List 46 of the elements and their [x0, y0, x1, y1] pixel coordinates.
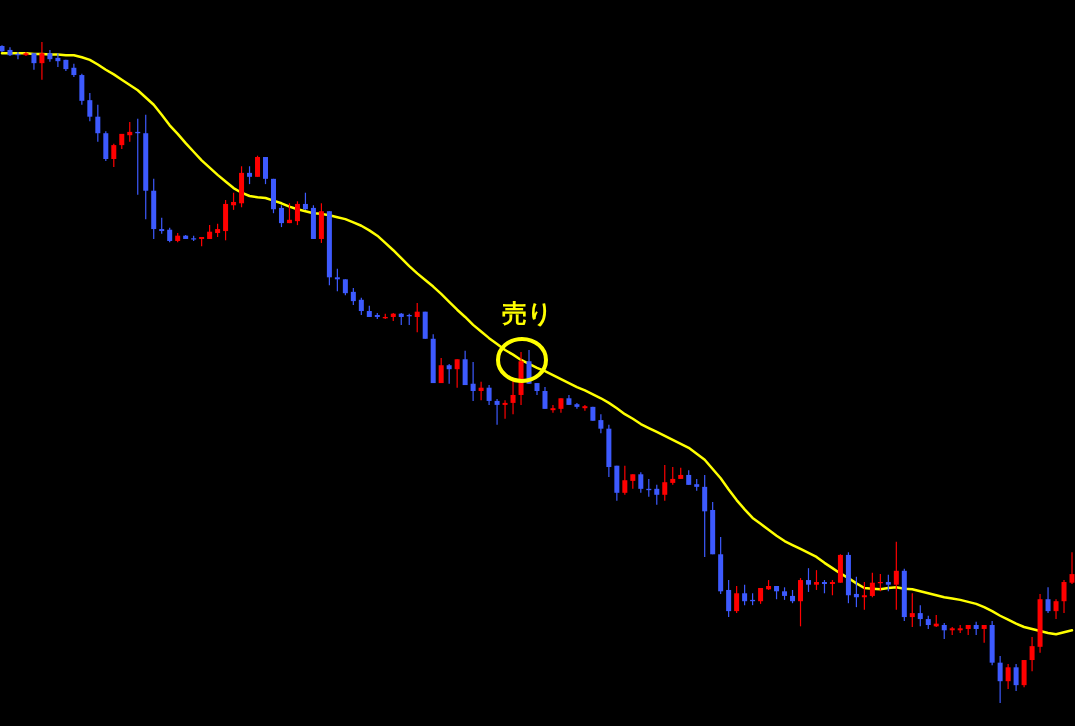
candlestick	[486, 384, 492, 406]
annotation: 売り	[501, 298, 553, 328]
candlestick	[917, 604, 923, 627]
candlestick	[638, 471, 644, 494]
candlestick	[1013, 663, 1019, 692]
candlestick	[909, 592, 915, 628]
candlestick	[1061, 579, 1067, 614]
candlestick	[95, 104, 101, 143]
candlestick	[654, 484, 660, 506]
candlestick	[1005, 663, 1011, 690]
candlestick	[869, 572, 875, 598]
candlestick	[861, 581, 867, 611]
candlestick	[510, 379, 516, 415]
candlestick	[494, 398, 500, 426]
candlestick	[997, 655, 1003, 704]
candlestick	[734, 585, 740, 614]
candlestick	[726, 579, 732, 618]
candlestick	[893, 541, 899, 611]
candlestick	[550, 404, 556, 414]
candlestick	[414, 302, 420, 333]
candlestick	[1029, 636, 1035, 672]
candlestick	[454, 358, 460, 389]
candlestick	[446, 363, 452, 385]
candlestick	[662, 464, 668, 502]
candlestick	[278, 204, 284, 228]
candlestick	[470, 361, 476, 402]
candlestick	[622, 465, 628, 496]
candlestick	[87, 92, 93, 122]
candlestick	[1069, 551, 1075, 585]
candlestick	[582, 404, 588, 412]
candlestick	[813, 569, 819, 591]
candlestick	[1053, 598, 1059, 620]
candlestick	[255, 155, 261, 178]
candlestick	[798, 577, 804, 627]
candlestick	[1045, 586, 1051, 614]
candlestick	[542, 386, 548, 410]
candlestick	[438, 357, 444, 384]
candlestick	[742, 584, 748, 606]
candlestick	[502, 399, 508, 420]
candlestick	[334, 268, 340, 292]
candlestick	[263, 156, 269, 185]
candlestick	[39, 41, 45, 81]
candlestick	[111, 143, 117, 168]
candlestick	[294, 200, 300, 226]
candlestick	[598, 413, 604, 434]
candlestick	[805, 567, 811, 593]
